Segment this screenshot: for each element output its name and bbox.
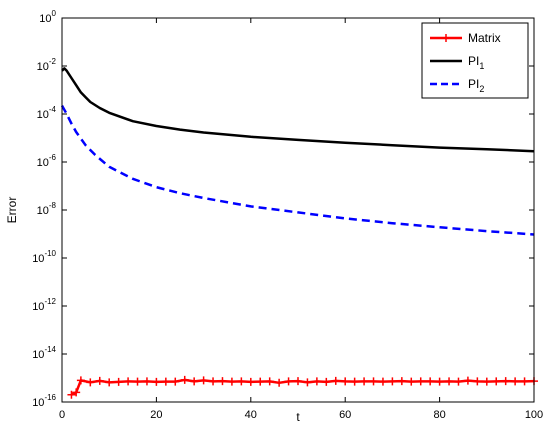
y-tick-label: 10-10 bbox=[32, 249, 56, 265]
data-point-marker bbox=[416, 377, 425, 386]
data-point-marker bbox=[397, 377, 406, 386]
data-point-marker bbox=[142, 377, 151, 386]
data-point-marker bbox=[303, 378, 312, 387]
y-tick-label: 10-2 bbox=[37, 57, 57, 73]
legend-label-pi1-sub: 1 bbox=[479, 61, 484, 71]
data-point-marker bbox=[520, 377, 529, 386]
data-point-marker bbox=[275, 378, 284, 387]
data-point-marker bbox=[322, 377, 331, 386]
data-point-marker bbox=[445, 377, 454, 386]
data-point-marker bbox=[511, 377, 520, 386]
data-point-marker bbox=[76, 376, 85, 385]
data-point-marker bbox=[435, 377, 444, 386]
data-point-marker bbox=[463, 376, 472, 385]
data-point-marker bbox=[407, 377, 416, 386]
data-point-marker bbox=[199, 376, 208, 385]
data-point-marker bbox=[171, 377, 180, 386]
x-tick-label: 0 bbox=[59, 409, 65, 421]
y-tick-label: 10-8 bbox=[37, 201, 57, 217]
data-point-marker bbox=[501, 377, 510, 386]
y-axis-title: Error bbox=[5, 197, 19, 224]
data-point-marker bbox=[388, 377, 397, 386]
data-point-marker bbox=[341, 377, 350, 386]
data-point-marker bbox=[265, 377, 274, 386]
data-point-marker bbox=[492, 377, 501, 386]
data-point-marker bbox=[350, 377, 359, 386]
data-point-marker bbox=[294, 377, 302, 386]
series-layer bbox=[60, 67, 538, 399]
data-point-marker bbox=[482, 377, 491, 386]
data-point-marker bbox=[312, 377, 321, 386]
data-point-marker bbox=[133, 377, 142, 386]
data-point-marker bbox=[209, 377, 218, 386]
series-line-1 bbox=[61, 67, 535, 153]
x-tick-label: 40 bbox=[245, 409, 257, 421]
data-point-marker bbox=[378, 377, 387, 386]
data-point-marker bbox=[237, 377, 246, 386]
data-point-marker bbox=[67, 390, 76, 399]
legend-label-pi2: PI2 bbox=[468, 77, 484, 94]
x-tick-label: 80 bbox=[433, 409, 445, 421]
legend-label-pi1: PI1 bbox=[468, 54, 484, 71]
data-point-marker bbox=[246, 377, 255, 386]
data-point-marker bbox=[227, 377, 236, 386]
data-point-marker bbox=[72, 388, 81, 397]
data-point-marker bbox=[114, 377, 123, 386]
y-tick-label: 10-6 bbox=[37, 153, 57, 169]
x-tick-label: 60 bbox=[339, 409, 351, 421]
x-axis-title: t bbox=[296, 410, 300, 424]
legend-label-matrix: Matrix bbox=[468, 31, 501, 45]
x-tick-label: 100 bbox=[525, 409, 543, 421]
y-tick-label: 100 bbox=[39, 9, 56, 25]
series-line-2 bbox=[60, 104, 535, 236]
legend-label-pi2-sub: 2 bbox=[479, 84, 484, 94]
y-tick-label: 10-14 bbox=[32, 345, 56, 361]
ticks-layer: 0 20 40 60 80 100 100 10-2 10-4 10-6 10-8 10-10 10-1… bbox=[32, 9, 543, 421]
data-point-marker bbox=[473, 377, 482, 386]
legend: Matrix PI1 PI2 bbox=[421, 22, 529, 99]
y-tick-label: 10-16 bbox=[32, 393, 56, 409]
data-point-marker bbox=[369, 377, 378, 386]
data-point-marker bbox=[454, 377, 463, 386]
x-tick-label: 20 bbox=[150, 409, 162, 421]
data-point-marker bbox=[331, 376, 340, 385]
data-point-marker bbox=[86, 378, 95, 387]
data-point-marker bbox=[218, 377, 227, 386]
data-point-marker bbox=[284, 377, 293, 386]
legend-marker-matrix bbox=[442, 34, 450, 42]
data-point-marker bbox=[360, 377, 369, 386]
data-point-marker bbox=[95, 376, 104, 385]
data-point-marker bbox=[256, 377, 265, 386]
legend-label-pi2-main: PI bbox=[468, 77, 479, 91]
legend-label-pi1-main: PI bbox=[468, 54, 479, 68]
y-tick-label: 10-12 bbox=[32, 297, 56, 313]
data-point-marker bbox=[161, 377, 170, 386]
y-tick-label: 10-4 bbox=[37, 105, 57, 121]
data-point-marker bbox=[180, 375, 189, 384]
data-point-marker bbox=[152, 377, 161, 386]
data-point-marker bbox=[124, 377, 133, 386]
data-point-marker bbox=[105, 378, 114, 387]
data-point-marker bbox=[190, 377, 199, 386]
data-point-marker bbox=[426, 377, 435, 386]
